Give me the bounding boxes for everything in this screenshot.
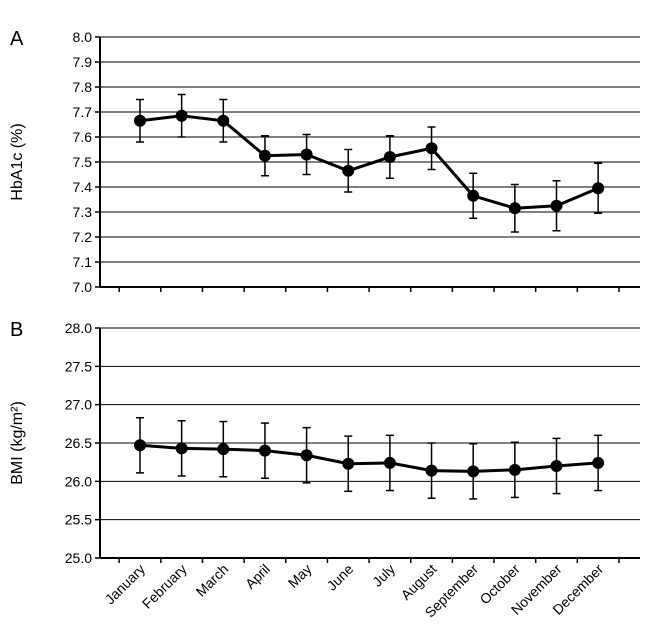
y-tick-label: 27.5: [65, 358, 92, 374]
y-tick-label: 7.4: [73, 179, 93, 195]
marker: [258, 149, 271, 162]
marker: [383, 456, 396, 469]
marker: [550, 199, 563, 212]
x-tick-label: May: [285, 561, 315, 591]
y-axis-label: HbA1c (%): [9, 123, 26, 200]
y-tick-label: 27.0: [65, 397, 92, 413]
marker: [592, 456, 605, 469]
x-tick-label: April: [242, 561, 273, 592]
y-tick-label: 7.8: [73, 79, 93, 95]
x-tick-label: July: [369, 561, 398, 590]
y-tick-label: 7.1: [73, 254, 93, 270]
x-tick-label: June: [324, 561, 357, 594]
marker: [217, 114, 230, 127]
marker: [508, 202, 521, 215]
x-tick-label: March: [193, 561, 232, 600]
marker: [300, 148, 313, 161]
marker: [134, 114, 146, 127]
y-tick-label: 7.3: [73, 204, 93, 220]
y-tick-label: 8.0: [73, 29, 93, 45]
marker: [425, 464, 438, 477]
marker: [217, 443, 230, 456]
marker: [467, 465, 480, 478]
y-tick-label: 25.0: [65, 550, 92, 566]
marker: [342, 457, 355, 470]
y-tick-label: 7.9: [73, 54, 93, 70]
y-tick-label: 7.0: [73, 279, 93, 295]
marker: [508, 463, 521, 476]
marker: [258, 444, 271, 457]
y-tick-label: 26.0: [65, 473, 92, 489]
y-tick-label: 7.6: [73, 129, 93, 145]
panel-label: B: [10, 319, 23, 341]
marker: [300, 449, 313, 462]
line: [139, 114, 599, 210]
marker: [175, 109, 188, 122]
marker: [592, 182, 605, 195]
marker: [550, 460, 563, 472]
y-tick-label: 7.7: [73, 104, 93, 120]
y-tick-label: 7.5: [73, 154, 93, 170]
marker: [175, 442, 188, 455]
y-tick-label: 7.2: [73, 229, 93, 245]
line: [139, 443, 599, 473]
marker: [383, 151, 396, 163]
y-tick-label: 28.0: [65, 320, 92, 336]
marker: [134, 439, 146, 452]
marker: [425, 142, 438, 155]
panel-label: A: [10, 28, 24, 50]
y-axis-label: BMI (kg/m²): [9, 401, 26, 485]
marker: [342, 164, 355, 177]
marker: [467, 189, 480, 202]
y-tick-label: 26.5: [65, 435, 92, 451]
x-tick-label: February: [139, 561, 190, 612]
y-tick-label: 25.5: [65, 512, 92, 528]
